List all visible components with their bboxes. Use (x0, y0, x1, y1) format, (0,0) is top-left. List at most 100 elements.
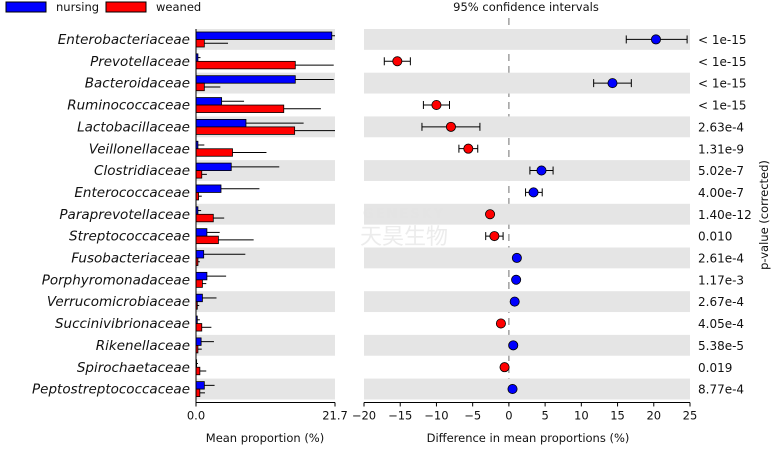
difference-point (431, 99, 442, 110)
right-xlabel: Difference in mean proportions (%) (427, 431, 630, 445)
right-tick-label: −20 (352, 408, 376, 422)
row-shade-right (364, 247, 690, 269)
difference-point (392, 56, 403, 67)
right-tick-label: −15 (388, 408, 412, 422)
pvalue-label: < 1e-15 (698, 99, 747, 113)
pvalue-column: < 1e-15 < 1e-15 < 1e-15 < 1e-15 2.63e-4 1.31e… (698, 33, 752, 397)
legend: nursing weaned (5, 0, 201, 14)
pvalue-label: 5.38e-5 (698, 339, 744, 353)
category-label: Spirochaetaceae (77, 360, 190, 376)
difference-point (536, 165, 547, 176)
pvalue-label: 0.010 (698, 230, 732, 244)
row-shade-right (364, 72, 690, 94)
row-shade-left (196, 247, 335, 269)
difference-point (507, 384, 518, 395)
right-tick-label: 5 (541, 408, 548, 422)
difference-panel (383, 34, 688, 395)
bar-weaned (195, 170, 203, 179)
bar-nursing (195, 97, 223, 106)
left-tick-label: 21.7 (322, 408, 348, 422)
chart-title: 95% confidence intervals (453, 0, 599, 14)
watermark-cn: 天昊生物 (360, 225, 448, 250)
category-label: Enterobacteriaceae (58, 32, 190, 48)
row-shade-left (196, 291, 335, 313)
legend-swatch-weaned (105, 1, 147, 13)
pvalue-label: 4.00e-7 (698, 186, 744, 200)
category-label: Prevotellaceae (90, 54, 190, 70)
difference-point (499, 362, 510, 373)
pvalue-label: 1.17e-3 (698, 273, 744, 287)
bar-weaned (195, 366, 201, 376)
bar-nursing (195, 228, 208, 237)
bar-weaned (195, 104, 285, 113)
bar-weaned (195, 279, 203, 288)
bar-weaned (195, 82, 205, 92)
right-tick-label: 10 (574, 408, 589, 422)
difference-point (511, 274, 522, 285)
bar-nursing (195, 75, 296, 84)
category-labels: Enterobacteriaceae Prevotellaceae Bacteroi… (32, 32, 190, 398)
row-shade-right (364, 291, 690, 313)
bar-nursing (195, 250, 205, 259)
right-tick-label: −10 (424, 408, 448, 422)
category-label: Streptococcaceae (69, 229, 190, 245)
legend-label-weaned: weaned (156, 0, 201, 14)
row-shade-left (196, 203, 335, 225)
category-label: Enterococcaceae (74, 185, 190, 201)
row-shade-right (364, 203, 690, 225)
row-shade-right (364, 334, 690, 356)
bar-weaned (195, 388, 201, 398)
category-label: Clostridiaceae (94, 163, 190, 179)
pvalue-label: 2.61e-4 (698, 252, 744, 266)
bar-nursing (195, 381, 205, 390)
difference-point (485, 209, 496, 220)
category-label: Bacteroidaceae (85, 76, 190, 92)
difference-point (607, 78, 618, 89)
pvalue-label: 1.31e-9 (698, 142, 744, 156)
difference-point (495, 318, 506, 329)
bar-weaned (195, 148, 233, 157)
pvalue-label: < 1e-15 (698, 55, 747, 69)
axes-layer: 0.0 21.7 −20 −15 −10 −5 0 5 10 15 20 25 (187, 29, 697, 422)
pvalue-label: < 1e-15 (698, 33, 747, 47)
left-tick-label: 0.0 (187, 408, 205, 422)
bar-weaned (195, 126, 296, 135)
bar-weaned (195, 60, 296, 70)
pvalue-axis-label: p-value (corrected) (757, 160, 771, 270)
difference-point (650, 34, 661, 45)
difference-point (489, 231, 500, 242)
bar-nursing (195, 119, 247, 128)
bar-nursing (195, 337, 202, 346)
legend-label-nursing: nursing (56, 0, 99, 14)
difference-point (508, 340, 519, 351)
left-xlabel: Mean proportion (%) (206, 431, 324, 445)
category-label: Veillonellaceae (89, 141, 190, 157)
right-tick-label: 25 (683, 408, 698, 422)
bar-nursing (195, 31, 333, 40)
pvalue-label: < 1e-15 (698, 77, 747, 91)
bar-weaned (195, 39, 205, 48)
pvalue-label: 5.02e-7 (698, 164, 744, 178)
right-tick-label: 15 (610, 408, 625, 422)
pvalue-label: 2.67e-4 (698, 295, 744, 309)
pvalue-label: 8.77e-4 (698, 383, 744, 397)
row-shade-left (196, 378, 335, 400)
pvalue-label: 2.63e-4 (698, 120, 744, 134)
category-label: Succinivibrionaceae (55, 316, 190, 332)
bar-weaned (195, 235, 219, 245)
difference-point (463, 143, 474, 154)
category-label: Peptostreptococcaceae (32, 382, 190, 398)
row-shade-left (196, 334, 335, 356)
bar-nursing (195, 184, 222, 193)
category-label: Lactobacillaceae (77, 119, 190, 135)
category-label: Paraprevotellaceae (59, 207, 190, 223)
bar-weaned (195, 323, 203, 332)
category-label: Verrucomicrobiaceae (47, 294, 190, 310)
bar-weaned (195, 213, 214, 223)
right-tick-label: −5 (464, 408, 481, 422)
row-shade-right (364, 116, 690, 138)
row-shade-right (364, 378, 690, 400)
pvalue-label: 0.019 (698, 361, 732, 375)
category-label: Ruminococcaceae (67, 98, 190, 114)
